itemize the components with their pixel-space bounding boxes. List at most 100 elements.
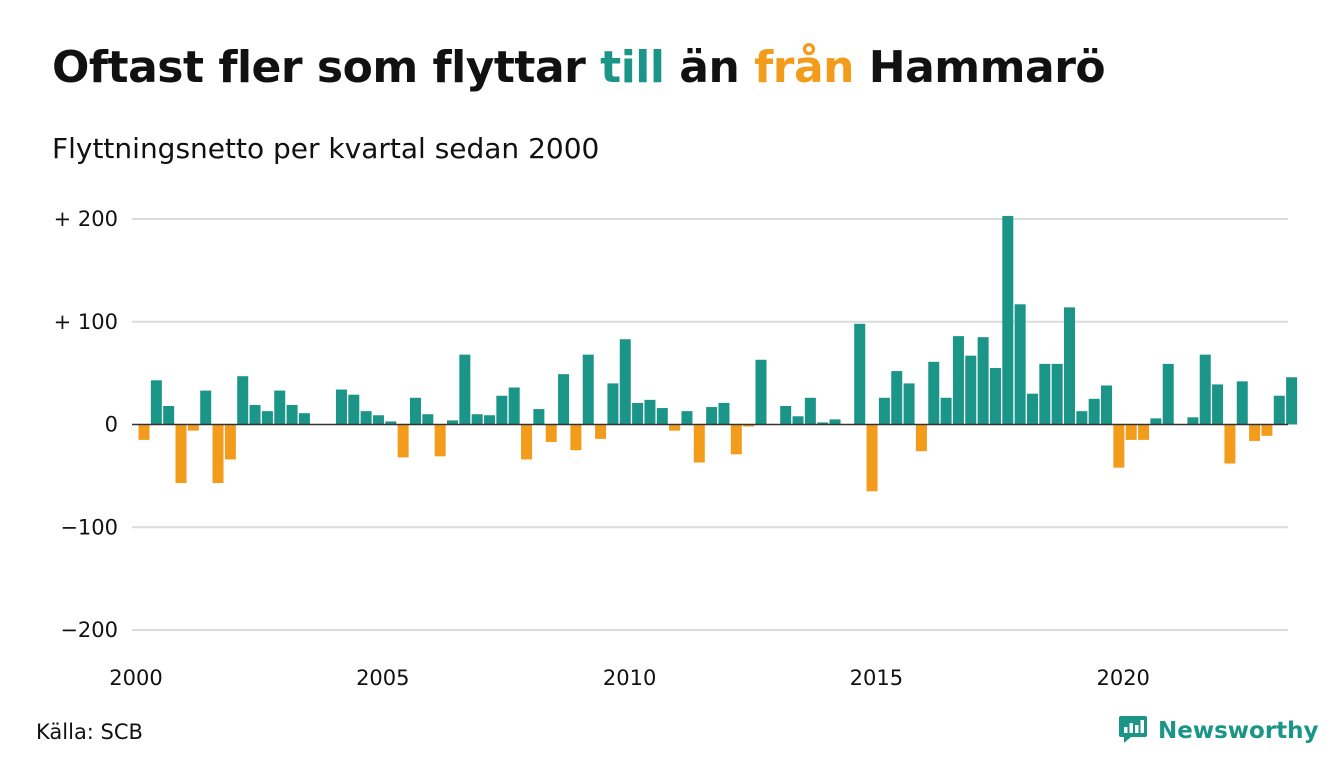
bar-positive	[1162, 363, 1174, 425]
y-tick-label: + 100	[54, 310, 118, 334]
chart-title: Oftast fler som flyttar till än från Ham…	[52, 42, 1106, 93]
bar-negative	[434, 424, 446, 457]
bar-positive	[644, 399, 656, 425]
bar-positive	[878, 397, 890, 425]
bar-positive	[409, 397, 421, 425]
bar-negative	[915, 424, 927, 452]
bar-positive	[1199, 354, 1211, 425]
bar-positive	[619, 339, 631, 425]
bar-positive	[607, 383, 619, 425]
bar-negative	[595, 424, 607, 439]
bar-chart-speech-bubble-icon	[1118, 714, 1148, 748]
title-part-1: Oftast fler som flyttar	[52, 42, 601, 93]
bar-positive	[891, 371, 903, 425]
bar-positive	[965, 355, 977, 425]
x-tick-label: 2005	[356, 666, 409, 690]
bar-negative	[175, 424, 187, 484]
bar-positive	[854, 323, 866, 425]
bar-positive	[1286, 377, 1298, 425]
source-note: Källa: SCB	[36, 720, 143, 744]
bar-positive	[335, 389, 347, 425]
bar-positive	[1088, 398, 1100, 425]
bar-positive	[261, 411, 273, 425]
bar-positive	[977, 337, 989, 425]
bar-positive	[385, 421, 397, 425]
bar-negative	[743, 424, 755, 427]
bar-positive	[706, 407, 718, 425]
bar-positive	[656, 408, 668, 425]
bar-positive	[200, 390, 212, 425]
title-part-2: än	[664, 42, 755, 93]
bar-negative	[1261, 424, 1273, 436]
x-tick-label: 2010	[603, 666, 656, 690]
bar-positive	[1051, 363, 1063, 425]
chart-subtitle: Flyttningsnetto per kvartal sedan 2000	[52, 132, 600, 165]
bar-negative	[138, 424, 150, 440]
x-tick-label: 2000	[109, 666, 162, 690]
bar-positive	[150, 380, 162, 425]
bar-positive	[508, 387, 520, 425]
bar-positive	[1212, 384, 1224, 425]
bar-positive	[940, 397, 952, 425]
bar-positive	[249, 404, 261, 425]
bar-positive	[1002, 215, 1014, 425]
bar-positive	[1273, 395, 1285, 425]
bar-negative	[866, 424, 878, 492]
bar-positive	[780, 406, 792, 425]
bar-positive	[274, 390, 286, 425]
bar-positive	[1064, 307, 1075, 425]
bar-positive	[484, 415, 496, 425]
bar-negative	[1138, 424, 1150, 440]
y-tick-label: −100	[60, 515, 118, 539]
bar-positive	[422, 414, 434, 425]
y-axis-labels: + 200 + 100 0 −100 −200	[54, 207, 118, 642]
brand-name: Newsworthy	[1158, 718, 1319, 744]
bar-positive	[928, 361, 940, 425]
bar-positive	[952, 336, 964, 425]
bar-positive	[804, 397, 816, 425]
bar-positive	[903, 383, 915, 425]
bar-negative	[1125, 424, 1137, 440]
bar-positive	[792, 416, 804, 425]
title-highlight-till: till	[600, 42, 665, 93]
bar-negative	[224, 424, 236, 460]
bar-negative	[397, 424, 409, 458]
bar-positive	[471, 414, 483, 425]
bar-negative	[669, 424, 681, 431]
title-part-3: Hammarö	[853, 42, 1106, 93]
bar-negative	[212, 424, 224, 484]
x-tick-label: 2020	[1096, 666, 1149, 690]
y-tick-label: + 200	[54, 207, 118, 231]
bar-positive	[681, 411, 693, 425]
bar-negative	[1249, 424, 1261, 441]
bar-positive	[360, 411, 372, 425]
bar-positive	[348, 394, 360, 425]
bar-positive	[1039, 363, 1051, 425]
bar-positive	[632, 402, 644, 425]
bar-positive	[496, 395, 508, 425]
grid-lines	[132, 218, 1288, 631]
bar-positive	[459, 354, 471, 425]
bar-positive	[582, 354, 594, 425]
bar-positive	[1236, 381, 1248, 425]
brand-logo: Newsworthy	[1118, 714, 1319, 748]
bar-negative	[521, 424, 533, 460]
title-highlight-fran: från	[754, 42, 854, 93]
bar-negative	[545, 424, 557, 442]
bar-negative	[730, 424, 742, 455]
bar-positive	[558, 374, 570, 425]
bar-negative	[1224, 424, 1236, 464]
y-tick-label: 0	[105, 413, 118, 437]
bar-positive	[286, 404, 298, 425]
bar-positive	[829, 419, 841, 425]
bars	[138, 215, 1298, 492]
bar-negative	[570, 424, 582, 451]
x-axis-labels: 2000 2005 2010 2015 2020	[109, 666, 1150, 690]
bar-chart: + 200 + 100 0 −100 −200 2000 2005 2010 2015 2020	[54, 207, 1298, 690]
bar-negative	[693, 424, 705, 463]
bar-positive	[718, 402, 730, 425]
bar-positive	[163, 406, 175, 425]
bar-positive	[1076, 411, 1088, 425]
bar-positive	[1101, 385, 1113, 425]
bar-positive	[372, 415, 384, 425]
